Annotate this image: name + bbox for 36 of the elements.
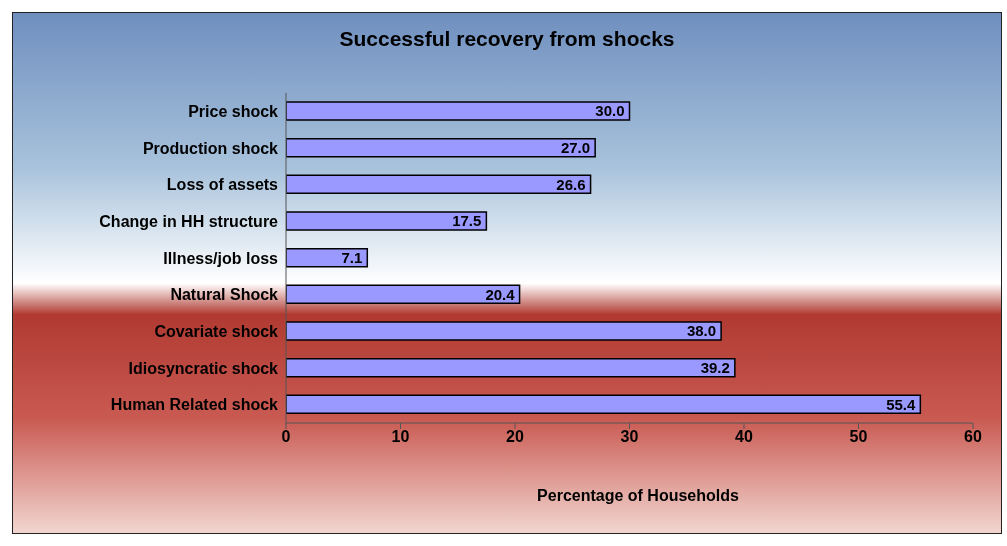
y-tick-label: Natural Shock [170,286,279,304]
bar [286,321,722,341]
data-label: 17.5 [452,212,482,230]
x-tick-label: 40 [735,428,753,446]
x-tick-label: 60 [964,428,982,446]
bar [286,394,922,415]
x-tick-label: 10 [391,428,410,446]
data-label: 30.0 [595,102,625,120]
data-label: 39.2 [700,358,730,376]
y-tick-label: Illness/job loss [163,249,279,267]
chart-title: Successful recovery from shocks [338,27,676,51]
y-tick-label: Production shock [142,139,279,157]
x-tick-label: 0 [281,428,291,446]
x-tick-label: 50 [849,428,868,446]
y-tick-label: Price shock [188,103,279,121]
bar [286,211,488,231]
bar [286,247,369,268]
data-label: 27.0 [560,138,591,156]
x-axis-title: Percentage of Households [536,487,740,505]
data-label: 38.0 [686,322,717,340]
data-label: 20.4 [485,285,516,303]
data-label: 55.4 [886,395,916,413]
y-tick-label: Loss of assets [166,176,279,194]
data-label: 26.6 [556,175,586,193]
bar [286,174,592,195]
y-tick-label: Idiosyncratic shock [128,359,279,377]
data-label: 7.1 [341,248,363,266]
bar [286,284,521,305]
x-tick-label: 30 [620,428,639,446]
bar [286,357,736,378]
bar [286,137,596,158]
bar [286,101,631,121]
y-tick-label: Covariate shock [154,323,279,341]
y-tick-label: Change in HH structure [99,213,279,231]
x-tick-label: 20 [506,428,524,446]
y-tick-label: Human Related shock [110,396,279,414]
